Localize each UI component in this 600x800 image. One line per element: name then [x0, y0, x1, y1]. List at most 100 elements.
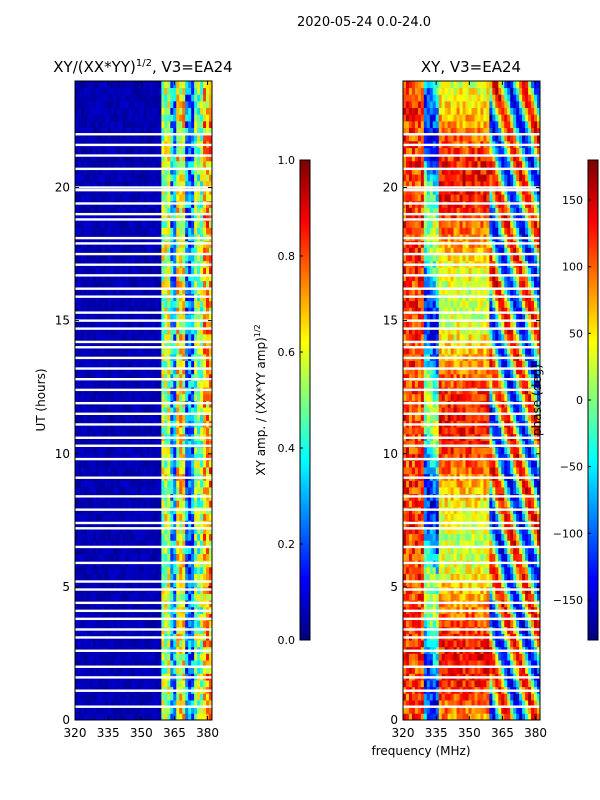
amp-cell [131, 107, 135, 115]
amp-cell [122, 680, 127, 688]
amp-cell [155, 713, 159, 721]
amp-cell [206, 147, 210, 155]
amp-cell [200, 447, 204, 455]
amp-cell [119, 254, 124, 262]
phase-cell [408, 713, 413, 721]
amp-cell [128, 380, 132, 388]
amp-cell [149, 373, 153, 381]
phase-cell [471, 693, 475, 701]
amp-cell [104, 247, 109, 255]
amp-cell [164, 407, 168, 415]
amp-cell [125, 81, 130, 89]
amp-cell [137, 100, 141, 109]
amp-cell [101, 100, 106, 109]
amp-cell [80, 453, 85, 461]
phase-cell [426, 693, 431, 701]
amp-cell [75, 254, 79, 262]
amp-cell [185, 120, 189, 128]
amp-cell [170, 247, 174, 255]
amp-cell [98, 267, 103, 275]
amp-cell [200, 487, 204, 495]
amp-cell [158, 287, 162, 295]
amp-cell [203, 526, 207, 535]
amp-cell [137, 360, 141, 368]
amp-cell [146, 267, 150, 275]
amp-cell [119, 447, 124, 455]
phase-cell [492, 693, 496, 701]
phase-cell [498, 706, 502, 714]
amp-cell [149, 274, 153, 282]
amp-cell [191, 127, 195, 135]
amp-cell [167, 566, 171, 574]
amp-cell [95, 327, 100, 335]
amp-cell [83, 533, 88, 541]
amp-cell [176, 513, 180, 521]
amp-cell [203, 467, 207, 475]
amp-cell [113, 373, 118, 381]
amp-cell [164, 480, 168, 488]
amp-cell [86, 300, 91, 308]
amp-cell [176, 87, 180, 95]
amp-cell [89, 613, 94, 621]
amp-cell [113, 487, 118, 495]
amp-cell [203, 546, 207, 554]
amp-cell [164, 460, 168, 468]
amp-cell [122, 94, 127, 102]
amp-cell [89, 640, 94, 648]
amp-cell [161, 340, 165, 348]
phase-cell [525, 693, 529, 701]
amp-cell [155, 620, 159, 628]
amp-colorbar-swatch [300, 604, 310, 609]
amp-cell [77, 653, 82, 661]
amp-cell [86, 167, 91, 175]
amp-cell [200, 380, 204, 388]
amp-cell [191, 373, 195, 381]
amp-cell [116, 180, 121, 188]
amp-cell [143, 167, 147, 175]
amp-cell [86, 413, 91, 421]
amp-cell [110, 480, 115, 488]
phase-cell [432, 680, 437, 688]
amp-cell [80, 347, 85, 355]
amp-cell [116, 214, 121, 222]
phase-cell [477, 693, 481, 701]
amp-cell [188, 147, 192, 155]
amp-cell [83, 267, 88, 275]
amp-cell [209, 147, 213, 155]
amp-cell [116, 87, 121, 95]
amp-cell [119, 680, 124, 688]
amp-cell [173, 347, 177, 355]
amp-cell [203, 147, 207, 155]
amp-cell [200, 134, 204, 142]
amp-cell [206, 526, 210, 535]
amp-cell [80, 540, 85, 548]
amp-cell [179, 180, 183, 188]
amp-cell [191, 413, 195, 421]
amp-cell [185, 160, 189, 168]
amp-cell [128, 533, 132, 541]
amp-cell [146, 254, 150, 262]
amp-cell [113, 573, 118, 581]
amp-cell [77, 540, 82, 548]
amp-cell [209, 447, 213, 455]
amp-cell [203, 287, 207, 295]
amp-colorbar-swatch [300, 560, 310, 565]
amp-cell [173, 147, 177, 155]
amp-cell [113, 254, 118, 262]
phase-cell [432, 666, 437, 674]
phase-cell [474, 693, 478, 701]
phase-cell [423, 666, 428, 674]
amp-cell [104, 367, 109, 375]
amp-cell [152, 333, 156, 341]
amp-colorbar-tick-label: 0.6 [278, 346, 296, 359]
amp-cell [206, 320, 210, 328]
amp-cell [113, 267, 118, 275]
amp-cell [200, 274, 204, 282]
amp-cell [110, 167, 115, 175]
amp-cell [86, 573, 91, 581]
amp-cell [89, 546, 94, 554]
amp-cell [182, 413, 186, 421]
amp-cell [86, 640, 91, 648]
amp-cell [89, 653, 94, 661]
amp-cell [206, 220, 210, 228]
